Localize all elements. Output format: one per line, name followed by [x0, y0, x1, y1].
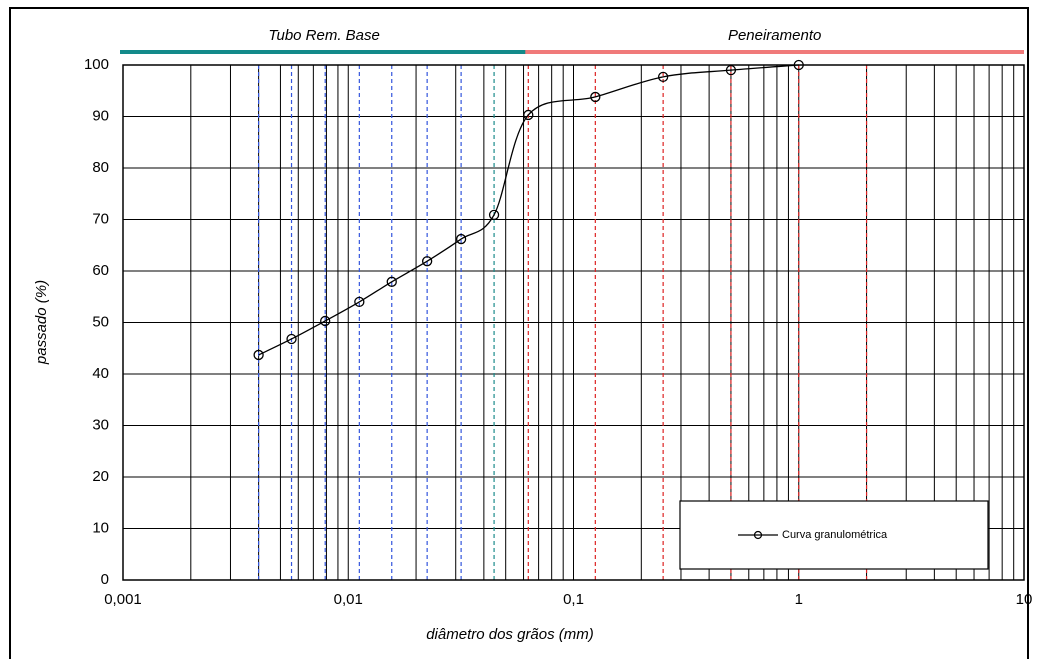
- frame: [9, 7, 1029, 659]
- data-point: [354, 296, 365, 308]
- y-tick-label: 60: [92, 262, 109, 279]
- data-point: [286, 333, 297, 345]
- y-tick-label: 100: [84, 56, 109, 73]
- y-axis-label: passado (%): [33, 280, 50, 365]
- y-tick-label: 20: [92, 468, 109, 485]
- data-point: [421, 256, 433, 267]
- x-tick-label: 0,1: [563, 591, 584, 608]
- x-tick-label: 0,01: [334, 591, 363, 608]
- data-point: [488, 209, 500, 221]
- legend-box: [679, 500, 989, 570]
- data-point: [253, 349, 264, 361]
- data-point: [386, 276, 397, 287]
- y-tick-label: 40: [92, 365, 109, 382]
- plot-border: [122, 64, 1025, 581]
- x-axis-label: diâmetro dos grãos (mm): [426, 626, 594, 643]
- y-tick-label: 90: [92, 107, 109, 124]
- y-tick-label: 10: [92, 519, 109, 536]
- data-point: [725, 65, 737, 76]
- data-point: [455, 233, 467, 245]
- x-tick-label: 0,001: [104, 591, 142, 608]
- x-tick-label: 10: [1016, 591, 1033, 608]
- y-tick-label: 70: [92, 210, 109, 227]
- legend-marker: [753, 530, 763, 540]
- data-point: [657, 71, 669, 82]
- y-tick-label: 50: [92, 313, 109, 330]
- data-point: [523, 109, 534, 121]
- x-tick-label: 1: [795, 591, 803, 608]
- y-tick-label: 30: [92, 416, 109, 433]
- data-point: [590, 91, 601, 103]
- legend-label: Curva granulométrica: [782, 529, 888, 541]
- band-label: Peneiramento: [728, 27, 821, 44]
- y-tick-label: 80: [92, 159, 109, 176]
- y-tick-label: 0: [101, 571, 109, 588]
- legend: Curva granulométrica: [679, 500, 989, 570]
- data-point: [320, 315, 331, 327]
- data-point: [793, 59, 804, 71]
- band-label: Tubo Rem. Base: [268, 27, 379, 44]
- series-line: [258, 64, 799, 356]
